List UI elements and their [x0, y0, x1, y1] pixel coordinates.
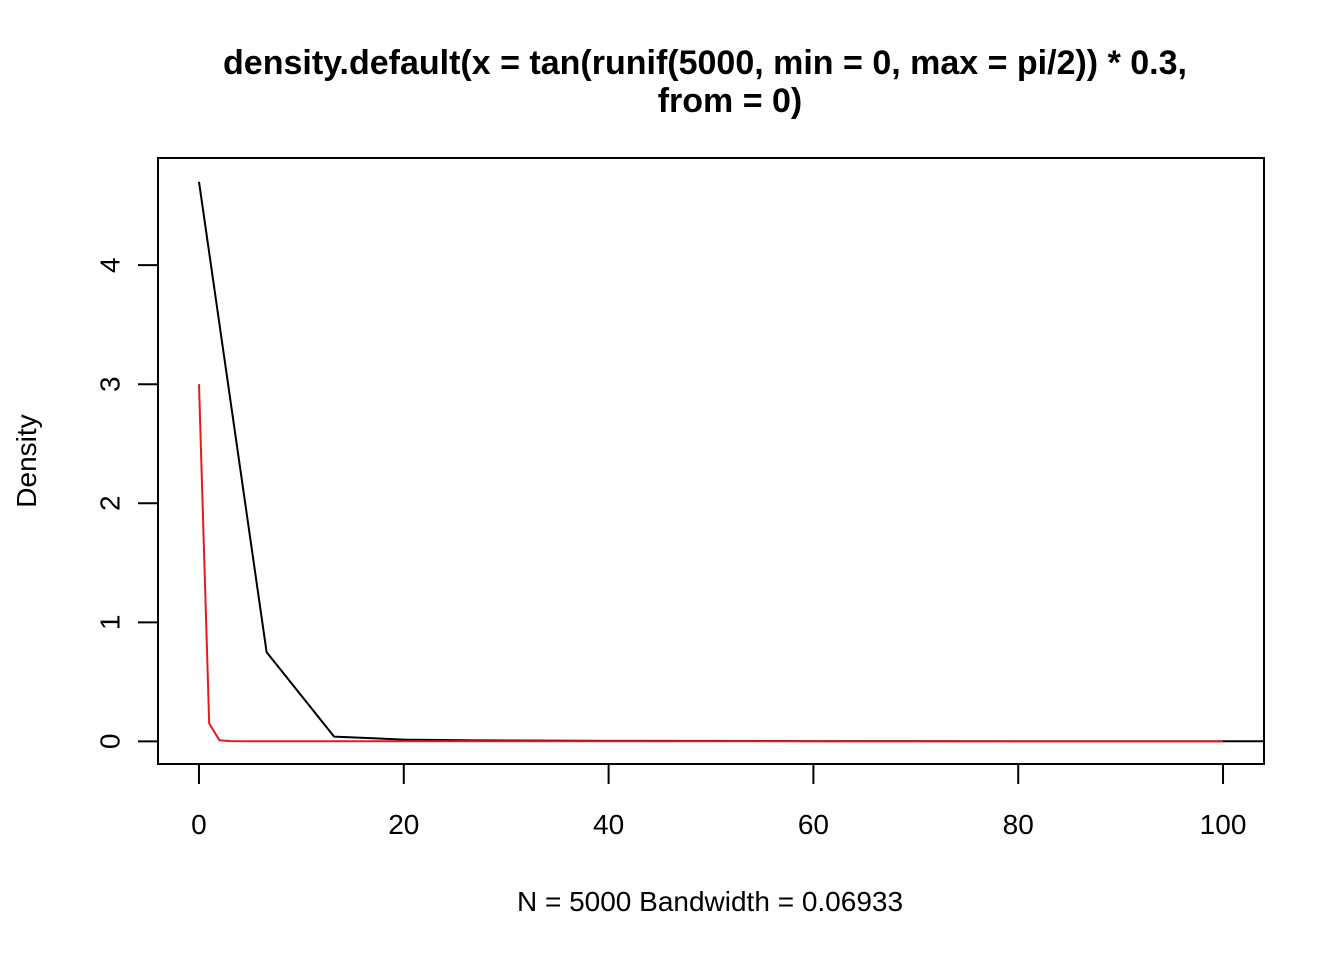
chart-title-line2: from = 0)	[658, 82, 803, 120]
y-tick-label: 1	[95, 615, 126, 631]
y-axis: 0 1 2 3 4	[95, 257, 159, 749]
x-tick-label: 40	[593, 809, 624, 840]
x-axis: 0 20 40 60 80 100	[191, 763, 1247, 840]
x-axis-label: N = 5000 Bandwidth = 0.06933	[517, 886, 903, 917]
x-tick-label: 100	[1200, 809, 1247, 840]
density-line-black	[198, 181, 1263, 743]
density-line-red	[198, 384, 1224, 743]
y-tick-label: 0	[95, 734, 126, 750]
x-tick-label: 80	[1003, 809, 1034, 840]
chart-title: density.default(x = tan(runif(5000, min …	[223, 44, 1187, 82]
y-tick-label: 2	[95, 495, 126, 511]
plot-frame	[157, 157, 1265, 765]
y-axis-label: Density	[11, 414, 42, 507]
series-layer	[198, 181, 1263, 743]
y-tick-label: 3	[95, 376, 126, 392]
x-tick-label: 0	[191, 809, 207, 840]
y-tick-label: 4	[95, 257, 126, 273]
x-tick-label: 60	[798, 809, 829, 840]
x-tick-label: 20	[388, 809, 419, 840]
